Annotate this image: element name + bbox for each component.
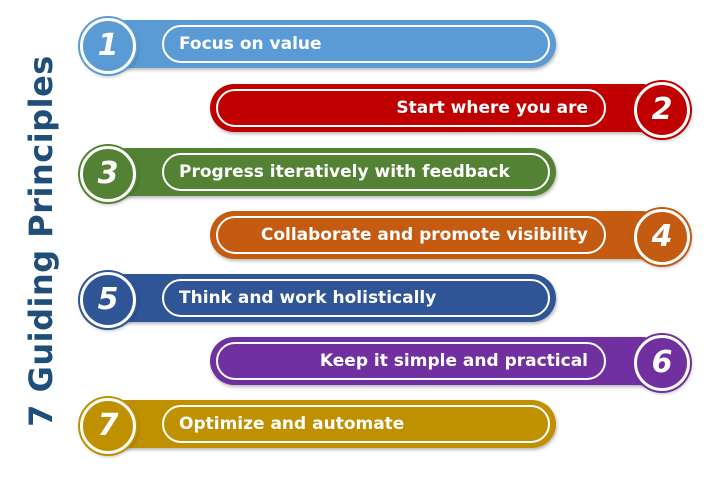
principle-number-badge: 3 — [80, 146, 136, 202]
principle-row-7: Optimize and automate 7 — [80, 398, 556, 454]
principle-band-inner — [216, 342, 606, 380]
principle-band-inner — [162, 25, 550, 63]
diagram-title: 7 Guiding Principles — [22, 55, 60, 427]
principle-band: Think and work holistically — [102, 274, 556, 322]
principle-band-inner — [162, 279, 550, 317]
principle-number-badge: 1 — [80, 18, 136, 74]
principle-label: Keep it simple and practical — [319, 351, 588, 371]
principle-label: Start where you are — [396, 98, 588, 118]
principle-row-6: Keep it simple and practical 6 — [210, 335, 690, 391]
principle-number-badge: 4 — [634, 209, 690, 265]
principle-band: Start where you are — [210, 84, 666, 132]
principle-band-inner — [162, 405, 550, 443]
principle-band: Collaborate and promote visibility — [210, 211, 666, 259]
principle-row-3: Progress iteratively with feedback 3 — [80, 146, 556, 202]
principle-label: Optimize and automate — [179, 414, 405, 434]
principle-label: Think and work holistically — [179, 288, 437, 308]
principle-row-1: Focus on value 1 — [80, 18, 556, 74]
principle-row-5: Think and work holistically 5 — [80, 272, 556, 328]
principle-number-badge: 2 — [634, 82, 690, 138]
principle-label: Collaborate and promote visibility — [260, 225, 588, 245]
principle-row-4: Collaborate and promote visibility 4 — [210, 209, 690, 265]
principle-band-inner — [216, 216, 606, 254]
principle-row-2: Start where you are 2 — [210, 82, 690, 138]
principle-label: Progress iteratively with feedback — [179, 162, 510, 182]
principle-label: Focus on value — [179, 34, 322, 54]
principle-band: Progress iteratively with feedback — [102, 148, 556, 196]
principle-number-badge: 7 — [80, 398, 136, 454]
principle-number-badge: 5 — [80, 272, 136, 328]
principle-number-badge: 6 — [634, 335, 690, 391]
principle-band: Keep it simple and practical — [210, 337, 666, 385]
principle-band-inner — [216, 89, 606, 127]
principle-band-inner — [162, 153, 550, 191]
principle-band: Optimize and automate — [102, 400, 556, 448]
principle-band: Focus on value — [102, 20, 556, 68]
